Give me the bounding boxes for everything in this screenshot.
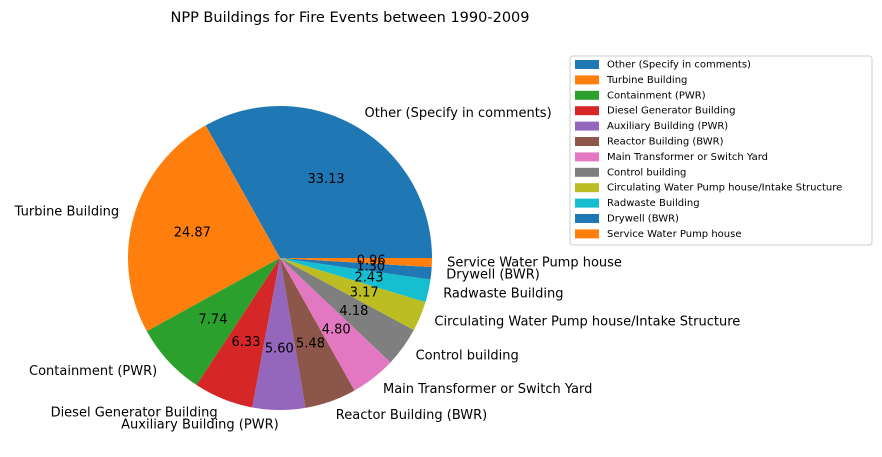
legend-swatch xyxy=(575,229,599,239)
pct-label-containment-pwr: 7.74 xyxy=(199,312,228,327)
slice-label-reactor-building-bwr: Reactor Building (BWR) xyxy=(336,408,487,423)
legend-swatch xyxy=(575,167,599,177)
legend-swatch xyxy=(575,106,599,116)
legend-label: Containment (PWR) xyxy=(607,90,706,101)
legend-item-other-specify-in-comments: Other (Specify in comments) xyxy=(575,60,751,71)
legend-item-circulating-water-pump-house-intake-structure: Circulating Water Pump house/Intake Stru… xyxy=(575,183,842,194)
pct-label-main-transformer-or-switch-yard: 4.80 xyxy=(322,322,351,337)
pct-label-control-building: 4.18 xyxy=(339,304,368,319)
pct-label-drywell-bwr: 1.30 xyxy=(356,260,385,275)
legend-item-control-building: Control building xyxy=(575,167,686,178)
legend-item-radwaste-building: Radwaste Building xyxy=(575,198,700,209)
legend-label: Radwaste Building xyxy=(607,198,700,209)
legend-swatch xyxy=(575,90,599,100)
pie-slice-turbine-building xyxy=(127,125,281,332)
slice-label-service-water-pump-house: Service Water Pump house xyxy=(447,256,622,271)
percentage-labels: 33.13 24.87 7.74 6.33 5.60 5.484.80 4.18 3.172.… xyxy=(174,172,386,357)
legend-item-auxiliary-building-pwr: Auxiliary Building (PWR) xyxy=(575,121,728,132)
slice-label-drywell-bwr: Drywell (BWR) xyxy=(446,267,540,282)
legend-frame xyxy=(569,55,873,246)
legend-label: Reactor Building (BWR) xyxy=(607,137,724,148)
legend-swatch xyxy=(575,152,599,162)
legend-item-service-water-pump-house: Service Water Pump house xyxy=(575,229,742,240)
slice-label-main-transformer-or-switch-yard: Main Transformer or Switch Yard xyxy=(383,382,592,397)
pct-label-diesel-generator-building: 6.33 xyxy=(232,335,261,350)
legend-swatch xyxy=(575,137,599,146)
slice-label-diesel-generator-building: Diesel Generator Building xyxy=(51,406,218,421)
legend-item-drywell-bwr: Drywell (BWR) xyxy=(575,214,679,225)
pie-slice-other-specify-in-comments xyxy=(205,106,432,259)
legend-item-containment-pwr: Containment (PWR) xyxy=(575,90,706,101)
pie-slice-service-water-pump-house xyxy=(280,258,432,268)
chart-title: NPP Buildings for Fire Events between 19… xyxy=(170,10,529,26)
legend-label: Main Transformer or Switch Yard xyxy=(607,152,768,163)
pie-slice-control-building xyxy=(280,258,414,363)
pct-label-reactor-building-bwr: 5.48 xyxy=(296,337,325,352)
pct-label-other-specify-in-comments: 33.13 xyxy=(307,172,344,187)
legend-label: Auxiliary Building (PWR) xyxy=(607,121,728,132)
legend-swatch xyxy=(575,183,599,193)
legend-swatch xyxy=(575,214,599,223)
pie-slice-reactor-building-bwr xyxy=(280,258,355,408)
slice-labels: Other (Specify in comments) Turbine Build… xyxy=(14,106,741,433)
legend-label: Service Water Pump house xyxy=(607,229,742,240)
slice-label-control-building: Control building xyxy=(416,348,519,363)
legend-label: Drywell (BWR) xyxy=(607,214,679,225)
pie-slice-circulating-water-pump-house-intake-structure xyxy=(280,258,426,331)
legend-item-diesel-generator-building: Diesel Generator Building xyxy=(575,106,735,117)
slice-label-radwaste-building: Radwaste Building xyxy=(443,287,563,302)
slice-label-other-specify-in-comments: Other (Specify in comments) xyxy=(365,106,552,121)
legend-item-turbine-building: Turbine Building xyxy=(575,75,687,86)
pct-label-turbine-building: 24.87 xyxy=(174,225,211,240)
pie-slice-containment-pwr xyxy=(146,258,280,386)
pct-label-service-water-pump-house: 0.96 xyxy=(357,253,386,268)
slice-label-auxiliary-building-pwr: Auxiliary Building (PWR) xyxy=(121,418,279,433)
slice-label-containment-pwr: Containment (PWR) xyxy=(29,364,157,379)
legend-label: Circulating Water Pump house/Intake Stru… xyxy=(607,183,842,194)
legend: Other (Specify in comments) Turbine Build… xyxy=(569,55,873,246)
pct-label-circulating-water-pump-house-intake-structure: 3.17 xyxy=(350,286,379,301)
legend-label: Diesel Generator Building xyxy=(607,106,735,117)
pie-slice-diesel-generator-building xyxy=(196,258,280,408)
pie-slices xyxy=(127,106,432,410)
pie-slice-radwaste-building xyxy=(280,258,431,303)
legend-label: Control building xyxy=(607,167,686,178)
pct-label-radwaste-building: 2.43 xyxy=(355,270,384,285)
legend-swatch xyxy=(575,60,599,69)
legend-label: Turbine Building xyxy=(606,75,687,86)
legend-swatch xyxy=(575,198,599,208)
legend-label: Other (Specify in comments) xyxy=(607,60,751,71)
legend-swatch xyxy=(575,121,599,131)
slice-label-turbine-building: Turbine Building xyxy=(14,205,120,220)
slice-label-circulating-water-pump-house-intake-structure: Circulating Water Pump house/Intake Stru… xyxy=(434,315,740,330)
legend-item-main-transformer-or-switch-yard: Main Transformer or Switch Yard xyxy=(575,152,768,163)
pct-label-auxiliary-building-pwr: 5.60 xyxy=(265,342,294,357)
pie-slice-main-transformer-or-switch-yard xyxy=(280,258,391,391)
pie-slice-auxiliary-building-pwr xyxy=(252,258,306,410)
legend-item-reactor-building-bwr: Reactor Building (BWR) xyxy=(575,137,724,148)
legend-swatch xyxy=(575,75,599,85)
pie-slice-drywell-bwr xyxy=(280,258,432,280)
